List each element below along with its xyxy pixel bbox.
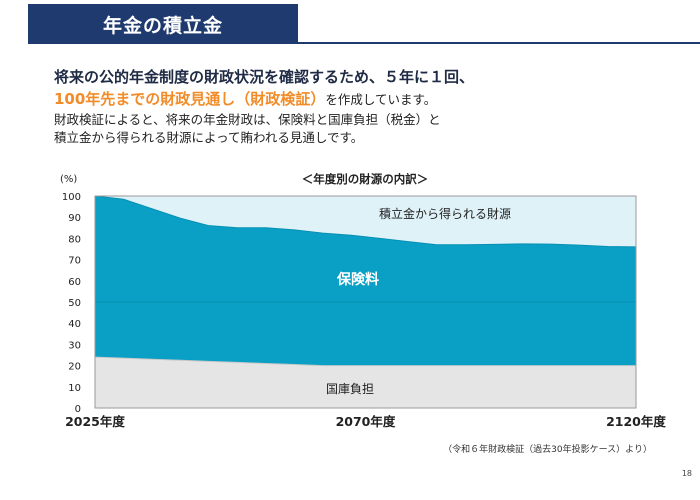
- y-tick-label: 20: [68, 362, 81, 373]
- y-axis-unit: (%): [60, 174, 77, 185]
- y-tick-label: 30: [68, 340, 81, 351]
- chart-title: ＜年度別の財源の内訳＞: [302, 172, 429, 186]
- intro-highlight: 100年先までの財政見通し（財政検証）: [54, 90, 326, 108]
- y-tick-label: 50: [68, 298, 81, 309]
- intro-line-1: 将来の公的年金制度の財政状況を確認するため、５年に１回、: [54, 68, 475, 86]
- series-label-national-treasury: 国庫負担: [326, 382, 374, 396]
- y-tick-label: 60: [68, 277, 81, 288]
- x-tick-label: 2120年度: [606, 414, 666, 429]
- intro-line-4: 積立金から得られる財源によって賄われる見通しです。: [54, 130, 364, 145]
- footnote: （令和６年財政検証（過去30年投影ケース）より）: [443, 445, 652, 455]
- series-boundary-line: [94, 356, 636, 367]
- y-tick-label: 0: [75, 404, 81, 415]
- series-label-reserve-fund-income: 積立金から得られる財源: [379, 206, 511, 221]
- intro-text: 将来の公的年金制度の財政状況を確認するため、５年に１回、 100年先までの財政見…: [54, 66, 684, 147]
- area-national-treasury: [95, 357, 636, 408]
- y-tick-label: 10: [68, 383, 81, 394]
- area-insurance-premium: [95, 196, 636, 366]
- x-tick-label: 2025年度: [65, 414, 125, 429]
- y-tick-label: 80: [68, 234, 81, 245]
- y-tick-label: 70: [68, 256, 81, 267]
- page-title: 年金の積立金: [28, 4, 298, 44]
- area-reserve-fund-income: [95, 196, 636, 247]
- intro-line-2: 100年先までの財政見通し（財政検証）を作成しています。: [54, 88, 684, 111]
- y-tick-label: 40: [68, 319, 81, 330]
- series-label-insurance-premium: 保険料: [336, 271, 379, 288]
- series-boundary-line: [94, 195, 637, 248]
- page-title-text: 年金の積立金: [102, 14, 223, 37]
- x-tick-label: 2070年度: [336, 414, 396, 429]
- y-tick-label: 100: [62, 192, 81, 203]
- intro-line-3: 財政検証によると、将来の年金財政は、保険料と国庫負担（税金）と: [54, 112, 441, 127]
- page-number: 18: [681, 469, 692, 478]
- plot-frame: [94, 195, 637, 409]
- y-tick-label: 90: [68, 213, 81, 224]
- intro-line-2-rest: を作成しています。: [325, 92, 437, 107]
- title-underline: [298, 42, 700, 44]
